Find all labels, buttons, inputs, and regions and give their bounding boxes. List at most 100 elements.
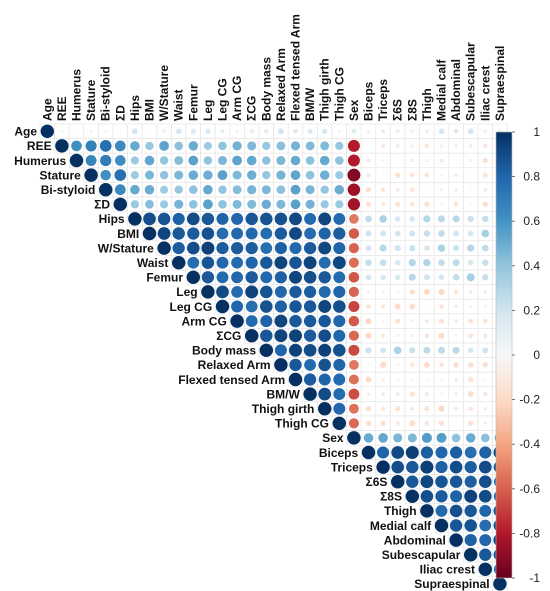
- corr-circle-24-30: [478, 475, 492, 489]
- row-label-abdominal: Abdominal: [384, 533, 446, 547]
- corr-circle-0-17: [293, 128, 298, 134]
- corr-circle-17-17: [288, 372, 303, 387]
- corr-circle-10-25: [408, 273, 416, 281]
- corr-circle-7-24: [394, 230, 401, 237]
- corr-circle-19-21: [348, 403, 359, 414]
- corr-circle-19-28: [454, 406, 459, 411]
- corr-circle-21-25: [407, 433, 417, 443]
- corr-circle-22-27: [435, 446, 448, 459]
- corr-circle-1-29: [468, 143, 473, 148]
- corr-circle-5-12: [218, 200, 227, 209]
- corr-circle-0-5: [119, 130, 122, 133]
- corr-circle-8-26: [424, 245, 430, 251]
- corr-circle-12-15: [260, 300, 273, 313]
- row-label-biceps: Biceps: [319, 446, 359, 460]
- corr-circle-12-27: [439, 304, 444, 309]
- corr-circle-5-16: [276, 199, 286, 209]
- corr-circle-16-18: [304, 358, 317, 371]
- corr-circle-3-19: [319, 170, 330, 180]
- corr-circle-5-21: [347, 198, 361, 211]
- row-label-stature: Stature: [39, 168, 81, 182]
- col-label-subescapular: Subescapular: [464, 42, 478, 121]
- corr-circle-4-10: [189, 185, 198, 194]
- corr-circle-5-17: [290, 199, 301, 210]
- corr-circle-21-30: [480, 433, 490, 443]
- corr-circle-1-6: [130, 141, 140, 151]
- corr-circle-29-30: [479, 548, 492, 561]
- corr-circle-8-19: [318, 241, 332, 255]
- corr-circle-6-9: [172, 212, 185, 225]
- corr-circle-6-13: [231, 212, 244, 225]
- col-label-triceps: Triceps: [376, 79, 390, 121]
- corr-circle-5-30: [482, 201, 488, 207]
- col-label-relaxed-arm: Relaxed Arm: [274, 48, 288, 121]
- corr-circle-22-30: [479, 446, 492, 459]
- row-label-bmi: BMI: [117, 227, 139, 241]
- col-label-sum6s: Σ6S: [391, 99, 405, 121]
- corr-circle-9-13: [231, 256, 244, 269]
- color-legend-bar: [495, 131, 513, 579]
- corr-circle-12-18: [303, 300, 317, 313]
- corr-circle-14-21: [348, 330, 359, 341]
- corr-circle-2-17: [290, 155, 301, 166]
- corr-circle-7-30: [481, 229, 490, 238]
- corr-circle-6-23: [379, 215, 387, 223]
- corr-circle-0-18: [307, 128, 313, 134]
- row-label-waist: Waist: [137, 256, 169, 270]
- corr-circle-5-13: [232, 199, 242, 209]
- corr-circle-11-19: [318, 285, 331, 298]
- corr-circle-8-21: [348, 242, 360, 254]
- corr-circle-4-25: [409, 187, 415, 193]
- corr-circle-9-10: [187, 256, 200, 269]
- col-label-bm-w: BM/W: [303, 87, 317, 121]
- corr-circle-11-20: [333, 285, 346, 298]
- corr-circle-1-7: [145, 141, 154, 151]
- corr-circle-1-2: [71, 140, 82, 152]
- corr-circle-8-18: [303, 241, 317, 255]
- row-label-leg: Leg: [176, 285, 197, 299]
- corr-circle-11-11: [201, 285, 215, 299]
- corr-circle-14-25: [410, 334, 414, 338]
- corr-circle-14-19: [318, 329, 332, 343]
- col-label-medial-calf: Medial calf: [435, 59, 449, 121]
- corr-circle-7-25: [409, 230, 416, 237]
- corr-circle-0-11: [205, 128, 211, 134]
- corr-circle-3-23: [382, 174, 384, 176]
- corr-circle-14-27: [438, 332, 445, 339]
- row-label-w-stature: W/Stature: [98, 241, 154, 255]
- corr-circle-18-28: [454, 392, 458, 396]
- corr-circle-18-30: [483, 391, 488, 397]
- corr-circle-6-17: [289, 212, 302, 226]
- corr-circle-30-30: [478, 562, 493, 577]
- corr-circle-1-3: [85, 140, 97, 152]
- corr-circle-16-19: [318, 358, 331, 372]
- corr-circle-19-24: [395, 406, 401, 412]
- corr-circle-0-4: [104, 129, 108, 133]
- row-label-leg-cg: Leg CG: [170, 300, 213, 314]
- corr-circle-0-13: [235, 129, 239, 133]
- corr-circle-13-26: [424, 318, 430, 324]
- corr-circle-7-9: [172, 227, 185, 240]
- corr-circle-3-8: [159, 170, 169, 180]
- corr-circle-24-26: [420, 475, 434, 489]
- corr-circle-0-7: [148, 130, 151, 133]
- col-label-thigh-girth: Thigh girth: [318, 58, 332, 121]
- corr-circle-28-28: [449, 533, 463, 547]
- corr-circle-15-17: [289, 343, 302, 357]
- corr-circle-26-27: [435, 504, 448, 517]
- corr-circle-6-6: [128, 212, 142, 226]
- corr-circle-16-20: [333, 358, 346, 371]
- corr-circle-2-22: [366, 158, 371, 163]
- legend-tick-label: 0.4: [523, 259, 540, 273]
- corr-circle-4-19: [320, 185, 329, 194]
- corr-circle-20-22: [365, 420, 372, 427]
- corr-circle-0-24: [395, 129, 400, 134]
- row-label-thigh-girth: Thigh girth: [252, 402, 315, 416]
- legend-tick-label: -0.4: [519, 437, 540, 451]
- corr-circle-9-18: [303, 256, 317, 270]
- corr-circle-3-12: [217, 170, 228, 181]
- corr-circle-21-22: [363, 433, 374, 443]
- legend-tick-label: 0: [533, 348, 540, 362]
- corr-circle-1-14: [247, 141, 257, 151]
- col-label-biceps: Biceps: [362, 81, 376, 121]
